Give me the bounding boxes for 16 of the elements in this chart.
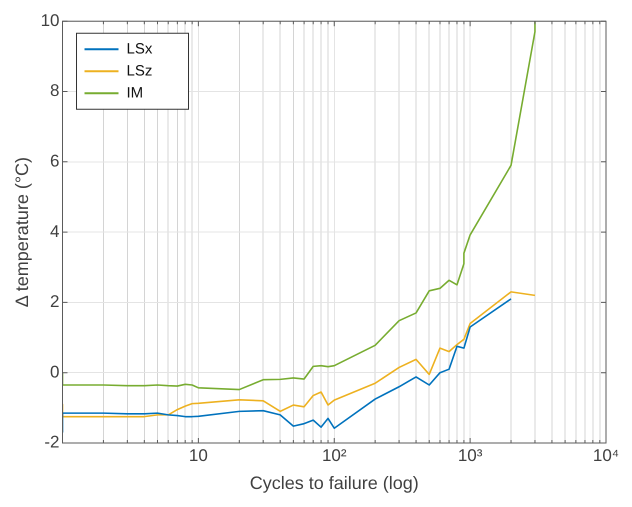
y-axis-title: Δ temperature (°C) [12,156,32,308]
x-tick-label: 10⁴ [592,446,620,465]
y-tick-label: 2 [50,292,60,312]
x-axis-title: Cycles to failure (log) [250,473,419,494]
y-tick-label: 10 [40,10,60,30]
y-tick-label: 4 [50,222,60,241]
legend-label: LSz [126,62,152,80]
x-tick-label: 10 [188,446,208,465]
legend-label: LSx [126,40,153,58]
y-tick-label: -2 [44,432,60,452]
x-tick-label: 10² [322,446,347,465]
y-tick-label: 8 [50,81,60,100]
y-tick-label: 6 [50,151,60,170]
x-tick-label: 10³ [458,446,483,465]
y-tick-label: 0 [50,362,60,382]
legend-label: IM [126,84,144,102]
